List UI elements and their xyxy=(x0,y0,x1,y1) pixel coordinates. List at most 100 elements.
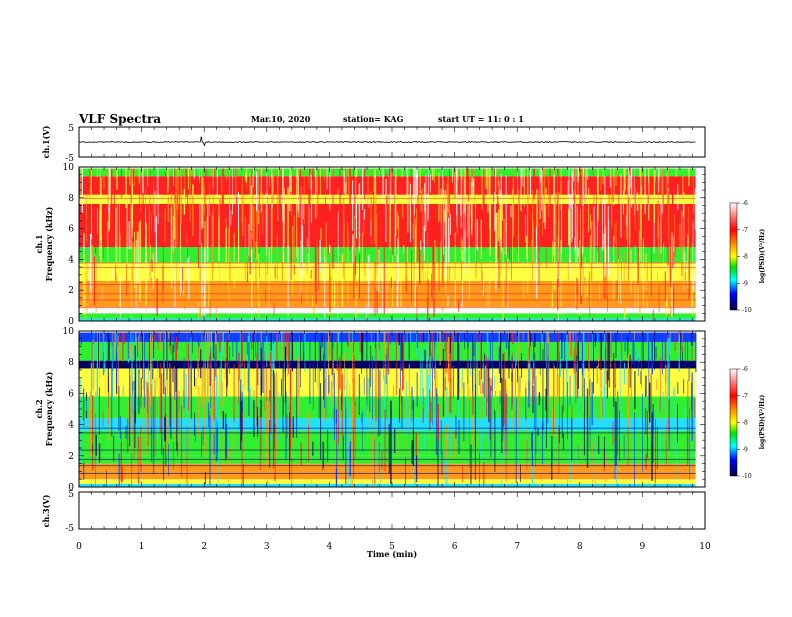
sferic-streak xyxy=(641,340,642,388)
sferic-streak xyxy=(445,397,447,416)
sferic-streak xyxy=(659,356,661,412)
sferic-streak xyxy=(382,367,384,381)
sferic-streak xyxy=(694,398,696,418)
sferic-streak xyxy=(310,175,313,223)
sferic-streak xyxy=(691,332,693,362)
sferic-streak xyxy=(99,210,100,256)
sferic-streak xyxy=(505,175,507,255)
sferic-streak xyxy=(89,391,92,456)
sferic-streak xyxy=(97,332,99,363)
sferic-streak xyxy=(557,235,559,312)
sferic-streak xyxy=(299,170,301,223)
sferic-streak xyxy=(340,395,342,411)
sferic-streak xyxy=(562,368,565,412)
sferic-streak xyxy=(425,174,427,232)
sferic-streak xyxy=(130,266,132,319)
y-tick-label: 4 xyxy=(68,421,74,431)
sferic-streak xyxy=(211,168,213,176)
sferic-streak xyxy=(119,202,120,274)
sferic-streak xyxy=(558,425,560,474)
sferic-streak xyxy=(592,332,593,361)
sferic-streak xyxy=(339,168,341,222)
sferic-streak xyxy=(694,434,696,450)
sferic-streak xyxy=(599,342,601,389)
sferic-streak xyxy=(145,207,146,231)
sferic-streak xyxy=(227,441,229,456)
sferic-streak xyxy=(600,197,602,247)
sferic-streak xyxy=(407,168,409,233)
sferic-streak xyxy=(374,261,376,316)
sferic-streak xyxy=(212,383,214,411)
sferic-streak xyxy=(570,332,572,357)
sferic-streak xyxy=(271,169,273,254)
sferic-streak xyxy=(361,412,363,423)
sferic-streak xyxy=(283,332,285,380)
sferic-streak xyxy=(419,332,421,343)
sferic-streak xyxy=(208,402,209,428)
sferic-streak xyxy=(467,168,469,203)
sferic-streak xyxy=(558,238,559,321)
sferic-streak xyxy=(209,301,211,319)
colorbar-tick-label: -9 xyxy=(742,280,748,287)
sferic-streak xyxy=(667,418,669,431)
spectrum-band xyxy=(79,168,696,177)
sferic-streak xyxy=(343,197,345,278)
sferic-streak xyxy=(655,418,656,484)
sferic-streak xyxy=(580,267,583,296)
sferic-streak xyxy=(446,183,448,218)
colorbar-tick-label: -6 xyxy=(742,366,748,373)
sferic-streak xyxy=(683,205,685,282)
sferic-streak xyxy=(647,183,649,205)
sferic-streak xyxy=(325,430,326,440)
sferic-streak xyxy=(168,168,170,189)
sferic-streak xyxy=(250,185,253,232)
sferic-streak xyxy=(405,457,407,485)
sferic-streak xyxy=(251,176,253,240)
sferic-streak xyxy=(300,240,302,297)
sferic-streak xyxy=(430,401,432,423)
sferic-streak xyxy=(433,415,434,458)
sferic-streak xyxy=(447,217,449,263)
sferic-streak xyxy=(329,168,331,211)
sferic-streak xyxy=(376,290,378,314)
sferic-streak xyxy=(202,177,204,229)
sferic-streak xyxy=(320,345,322,365)
sferic-streak xyxy=(434,338,436,380)
sferic-streak xyxy=(260,332,262,349)
sferic-streak xyxy=(202,425,204,446)
sferic-streak xyxy=(319,332,321,350)
sferic-streak xyxy=(236,332,238,364)
sferic-streak xyxy=(309,332,311,404)
sferic-streak xyxy=(183,188,186,215)
sferic-streak xyxy=(199,198,201,245)
sferic-streak xyxy=(303,332,305,353)
sferic-streak xyxy=(667,337,669,401)
sferic-streak xyxy=(174,168,176,204)
sferic-streak xyxy=(257,266,259,288)
sferic-streak xyxy=(332,348,334,405)
sferic-streak xyxy=(490,385,492,458)
sferic-streak xyxy=(166,355,168,421)
sferic-streak xyxy=(341,254,344,310)
sferic-streak xyxy=(170,207,172,228)
sferic-streak xyxy=(474,368,477,421)
sferic-streak xyxy=(116,168,118,190)
colorbar-tick-label: -9 xyxy=(742,446,748,453)
sferic-streak xyxy=(665,422,667,465)
sferic-streak xyxy=(376,214,378,276)
x-tick-label: 2 xyxy=(201,542,207,552)
sferic-streak xyxy=(662,332,663,375)
sferic-streak xyxy=(657,168,660,193)
sferic-streak xyxy=(111,362,113,437)
sferic-streak xyxy=(650,374,652,413)
sferic-streak xyxy=(347,406,349,445)
sferic-streak xyxy=(284,188,285,244)
sferic-streak xyxy=(284,346,286,403)
sferic-streak xyxy=(115,207,117,266)
sferic-streak xyxy=(235,168,237,198)
sferic-streak xyxy=(507,239,509,254)
sferic-streak xyxy=(617,220,619,282)
sferic-streak xyxy=(187,404,189,471)
sferic-streak xyxy=(131,168,133,238)
sferic-streak xyxy=(352,339,353,384)
